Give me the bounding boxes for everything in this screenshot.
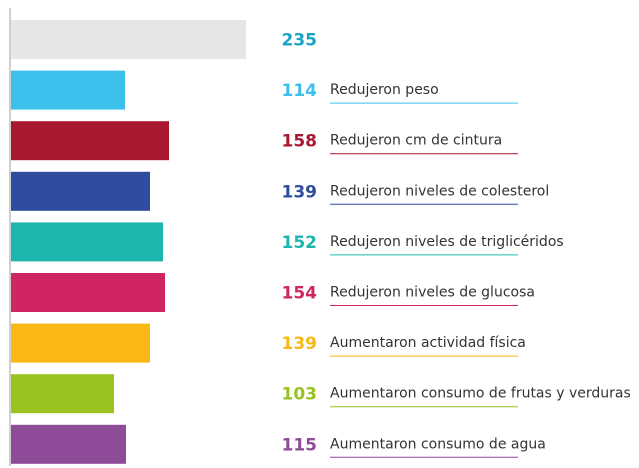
category-label: Aumentaron consumo de agua <box>330 436 546 452</box>
category-label: Redujeron peso <box>330 82 439 98</box>
value-label: 114 <box>282 81 318 101</box>
value-label: 139 <box>282 182 318 202</box>
category-label: Redujeron niveles de triglicéridos <box>330 234 564 250</box>
value-label: 152 <box>282 233 318 253</box>
category-label: Redujeron niveles de glucosa <box>330 285 535 301</box>
bar <box>11 323 150 363</box>
bar <box>11 20 246 59</box>
bar <box>11 70 125 110</box>
bar <box>11 374 114 414</box>
value-label: 235 <box>282 31 318 51</box>
category-label: Redujeron cm de cintura <box>330 133 502 149</box>
bar <box>11 222 163 262</box>
bar <box>11 273 165 312</box>
category-label: Aumentaron consumo de frutas y verduras <box>330 386 631 402</box>
value-label: 139 <box>282 334 318 354</box>
value-label: 158 <box>282 132 318 152</box>
category-label: Aumentaron actividad física <box>330 335 526 351</box>
value-label: 115 <box>282 435 318 455</box>
value-label: 103 <box>282 385 318 405</box>
bar <box>11 121 169 161</box>
category-label: Redujeron niveles de colesterol <box>330 183 549 199</box>
bar <box>11 171 150 211</box>
bar <box>11 424 126 464</box>
value-label: 154 <box>282 284 318 304</box>
